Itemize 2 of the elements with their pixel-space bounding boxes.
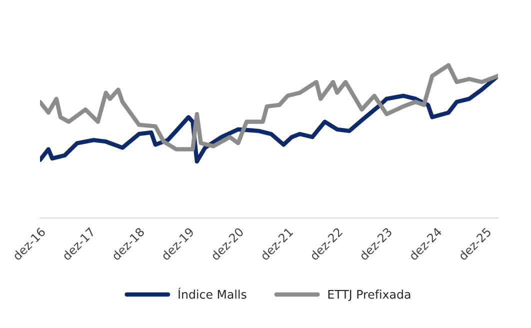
- legend-label: ETTJ Prefixada: [328, 290, 410, 302]
- legend-label: Índice Malls: [178, 288, 246, 299]
